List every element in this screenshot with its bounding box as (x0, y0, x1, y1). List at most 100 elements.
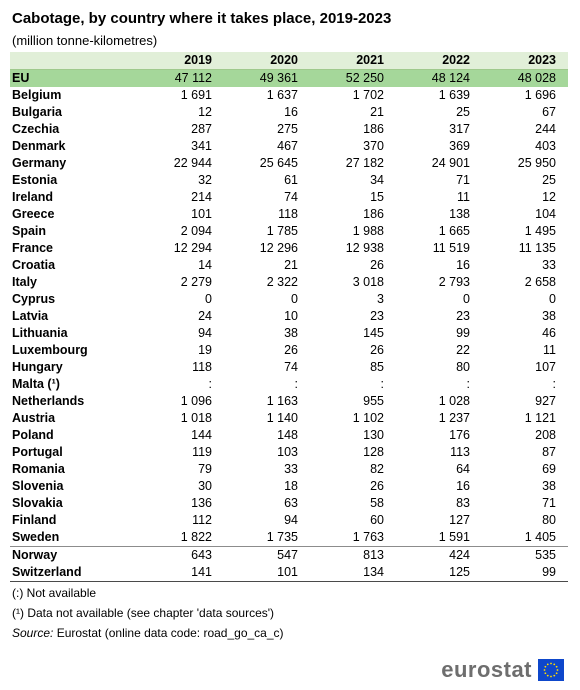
table-cell: 148 (277, 428, 298, 442)
table-cell: 144 (191, 428, 212, 442)
table-cell: 317 (449, 122, 470, 136)
row-label: Italy (12, 275, 38, 289)
row-label: Malta (¹) (12, 377, 60, 391)
column-header: 2022 (396, 52, 482, 70)
table-cell: 34 (370, 173, 384, 187)
table-cell: 1 495 (524, 224, 556, 238)
table-cell: 2 658 (524, 275, 556, 289)
table-row: Bulgaria 12 16 21 25 67 (10, 104, 568, 121)
row-label: Ireland (12, 190, 53, 204)
row-label: EU (10, 69, 138, 87)
table-cell: 369 (449, 139, 470, 153)
table-cell: 0 (549, 292, 556, 306)
table-cell: 1 988 (352, 224, 384, 238)
table-cell: : (552, 377, 556, 391)
table-cell: 1 763 (310, 529, 396, 547)
table-row: Italy 2 279 2 322 3 018 2 793 2 658 (10, 274, 568, 291)
table-cell: 112 (192, 513, 212, 527)
row-label: Norway (12, 548, 58, 562)
table-row: Ireland 214 74 15 11 12 (10, 189, 568, 206)
table-cell: 69 (542, 462, 556, 476)
table-cell: 25 645 (259, 156, 298, 170)
table-cell: 30 (198, 479, 212, 493)
table-cell: 1 822 (138, 529, 224, 547)
table-cell: 87 (542, 445, 556, 459)
row-label: Latvia (12, 309, 49, 323)
table-row: EU 47 112 49 361 52 250 48 124 48 028 (10, 69, 568, 87)
table-cell: 643 (191, 548, 212, 562)
table-row: Belgium 1 691 1 637 1 702 1 639 1 696 (10, 87, 568, 104)
table-row: Slovenia 30 18 26 16 38 (10, 478, 568, 495)
table-cell: 1 121 (524, 411, 556, 425)
column-header: 2020 (224, 52, 310, 70)
table-cell: 32 (198, 173, 212, 187)
table-cell: 275 (277, 122, 298, 136)
table-cell: 101 (191, 207, 212, 221)
row-label: Belgium (12, 88, 62, 102)
table-cell: 104 (535, 207, 556, 221)
table-cell: 1 665 (438, 224, 470, 238)
table-row: Latvia 24 10 23 23 38 (10, 308, 568, 325)
table-cell: 47 112 (138, 69, 224, 87)
table-cell: 287 (191, 122, 212, 136)
table-cell: 1 405 (482, 529, 568, 547)
table-cell: 48 124 (396, 69, 482, 87)
table-cell: 927 (535, 394, 556, 408)
table-cell: 12 296 (259, 241, 298, 255)
table-header-row: 2019 2020 2021 2022 2023 (10, 52, 568, 70)
table-cell: 0 (205, 292, 212, 306)
table-cell: 1 028 (438, 394, 470, 408)
row-label: Germany (12, 156, 67, 170)
table-cell: 99 (482, 564, 568, 582)
table-cell: 2 322 (266, 275, 298, 289)
row-label: Greece (12, 207, 55, 221)
column-header: 2023 (482, 52, 568, 70)
table-cell: 11 (543, 343, 556, 357)
row-label: Croatia (12, 258, 56, 272)
table-cell: 46 (542, 326, 556, 340)
table-cell: : (294, 377, 298, 391)
table-cell: 186 (363, 122, 384, 136)
table-cell: 1 096 (180, 394, 212, 408)
table-cell: 94 (198, 326, 212, 340)
row-label: Hungary (12, 360, 63, 374)
table-cell: 1 140 (266, 411, 298, 425)
table-cell: 134 (310, 564, 396, 582)
table-cell: 61 (284, 173, 298, 187)
source-line: Source: Eurostat (online data code: road… (12, 623, 284, 643)
table-cell: 118 (278, 207, 298, 221)
row-label: Finland (12, 513, 57, 527)
table-cell: 11 135 (518, 241, 556, 255)
table-cell: 99 (456, 326, 470, 340)
table-cell: 25 (456, 105, 470, 119)
table-cell: 176 (449, 428, 470, 442)
table-cell: 16 (284, 105, 298, 119)
eurostat-logo: eurostat (441, 657, 564, 683)
table-cell: 370 (363, 139, 384, 153)
table-cell: 535 (535, 548, 556, 562)
row-label: Netherlands (12, 394, 85, 408)
table-row: Finland 112 94 60 127 80 (10, 512, 568, 529)
table-cell: 26 (370, 343, 384, 357)
table-cell: 25 (542, 173, 556, 187)
row-label: Switzerland (10, 564, 138, 582)
logo-text: eurostat (441, 657, 532, 682)
table-cell: 24 901 (431, 156, 470, 170)
page-title: Cabotage, by country where it takes plac… (12, 10, 392, 27)
table-cell: 118 (192, 360, 212, 374)
table-cell: 128 (363, 445, 384, 459)
column-header: 2019 (138, 52, 224, 70)
row-label: Sweden (10, 529, 138, 547)
row-label: Portugal (12, 445, 63, 459)
table-cell: 103 (277, 445, 298, 459)
table-row: Romania 79 33 82 64 69 (10, 461, 568, 478)
table-cell: 48 028 (482, 69, 568, 87)
source-text: Eurostat (online data code: road_go_ca_c… (56, 626, 284, 640)
note-footnote: (¹) Data not available (see chapter 'dat… (12, 606, 275, 620)
table-cell: 85 (370, 360, 384, 374)
table-cell: 1 735 (224, 529, 310, 547)
table-cell: 33 (284, 462, 298, 476)
table-cell: 33 (542, 258, 556, 272)
table-cell: 0 (291, 292, 298, 306)
table-cell: 107 (535, 360, 556, 374)
